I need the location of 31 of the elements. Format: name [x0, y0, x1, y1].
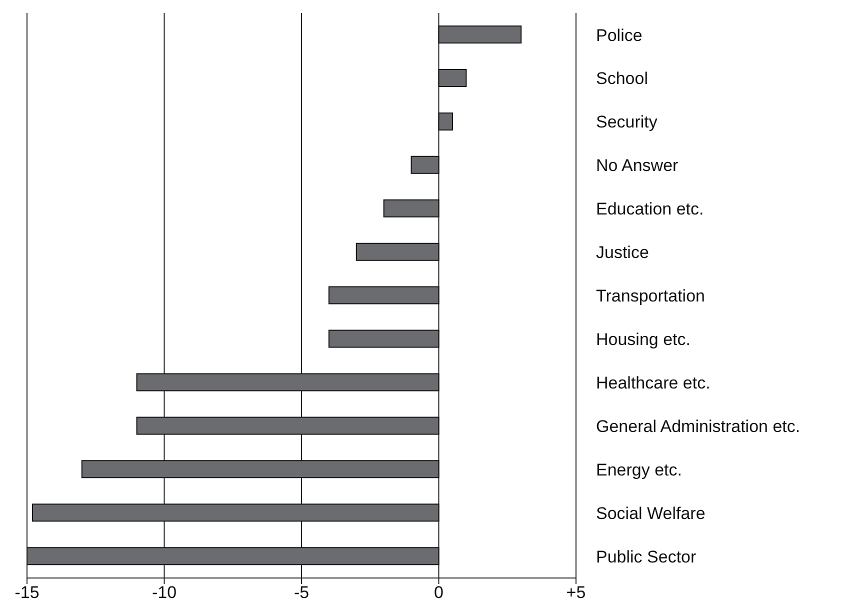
bar [438, 69, 467, 87]
y-tick-label: Education etc. [596, 200, 704, 219]
x-tick-label: -10 [152, 583, 177, 602]
y-tick-label: Public Sector [596, 547, 696, 566]
x-tick-label: 0 [434, 583, 444, 602]
bar [438, 26, 522, 44]
y-tick-label: No Answer [596, 156, 679, 176]
bar [27, 547, 440, 566]
y-tick-label: Security [596, 112, 658, 132]
bar [328, 286, 440, 304]
bar [136, 373, 440, 392]
y-tick-label: Social Welfare [596, 504, 706, 523]
bar [81, 460, 440, 478]
y-tick-label: Transportation [596, 286, 705, 306]
x-tick-label: -15 [14, 583, 40, 602]
y-tick-label: School [596, 69, 648, 88]
y-tick-label: Housing etc. [596, 330, 690, 349]
y-tick-label: Healthcare etc. [596, 373, 710, 392]
bar [136, 416, 440, 435]
y-tick-label: Energy etc. [596, 460, 682, 480]
y-tick-label: General Administration etc. [596, 416, 800, 436]
x-tick-label: +5 [566, 583, 586, 602]
bar [32, 504, 440, 522]
bar [438, 112, 453, 130]
bar [356, 242, 440, 261]
bar [383, 199, 440, 218]
bar [328, 330, 440, 348]
x-tick-label: -5 [294, 583, 310, 602]
y-tick-label: Police [596, 26, 642, 45]
bar [410, 156, 440, 174]
y-tick-label: Justice [596, 243, 649, 262]
